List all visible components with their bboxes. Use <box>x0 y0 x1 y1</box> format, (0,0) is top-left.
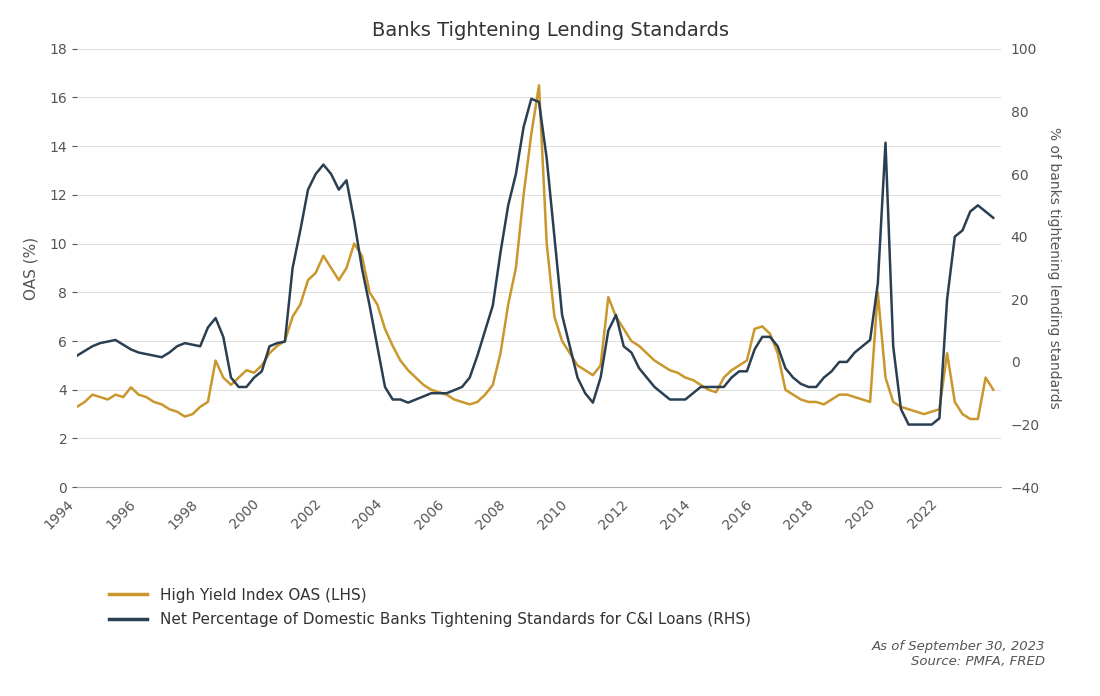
Text: As of September 30, 2023
Source: PMFA, FRED: As of September 30, 2023 Source: PMFA, F… <box>871 640 1045 668</box>
Text: Banks Tightening Lending Standards: Banks Tightening Lending Standards <box>372 21 728 40</box>
Y-axis label: OAS (%): OAS (%) <box>23 237 38 299</box>
Legend: High Yield Index OAS (LHS), Net Percentage of Domestic Banks Tightening Standard: High Yield Index OAS (LHS), Net Percenta… <box>103 582 757 633</box>
Y-axis label: % of banks tightening lending standards: % of banks tightening lending standards <box>1047 127 1060 409</box>
